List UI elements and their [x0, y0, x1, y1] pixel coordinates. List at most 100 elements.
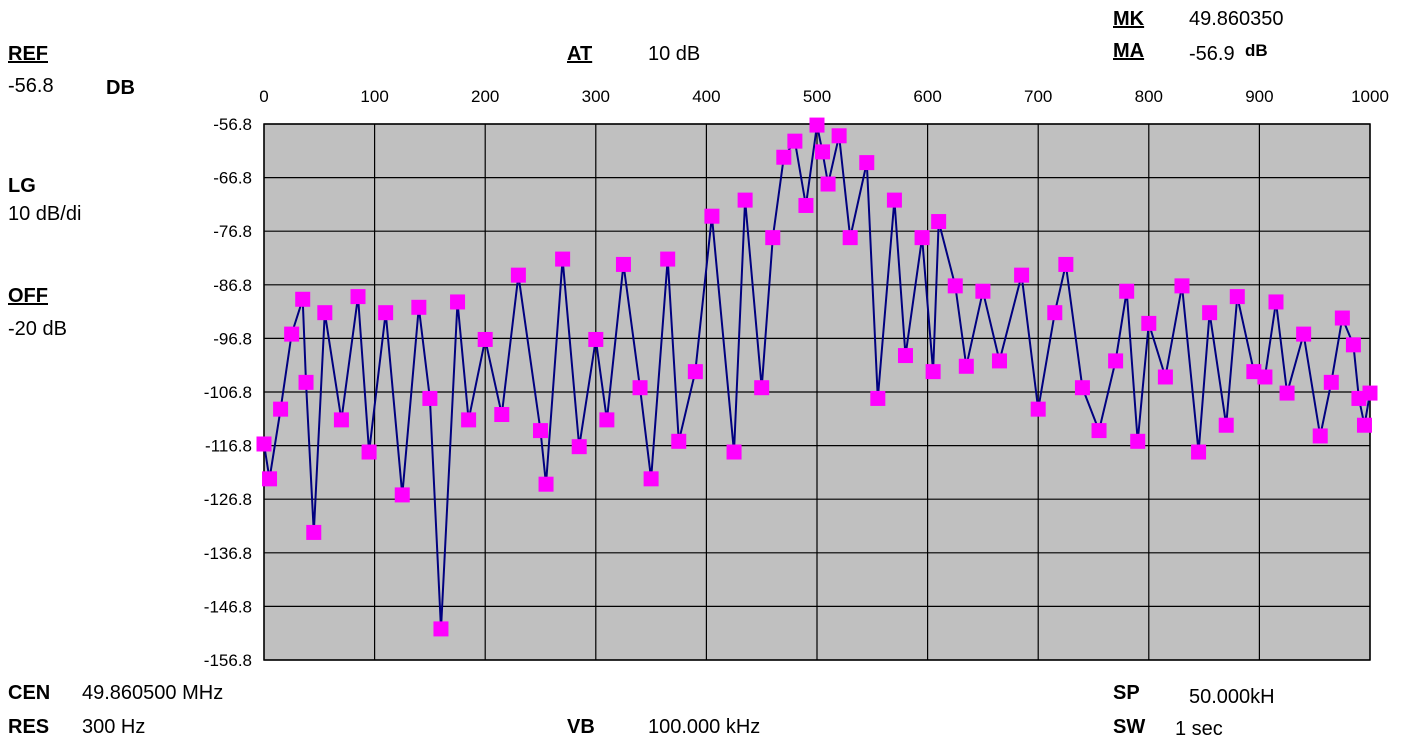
- trace-point: [914, 230, 930, 246]
- trace-point: [704, 208, 720, 224]
- ma-unit: dB: [1245, 41, 1268, 60]
- trace-point: [958, 358, 974, 374]
- trace-point: [1157, 369, 1173, 385]
- trace-point: [615, 256, 631, 272]
- trace-point: [1091, 423, 1107, 439]
- y-tick-label: -146.8: [204, 597, 252, 616]
- x-tick-label: 200: [471, 87, 499, 106]
- trace-point: [886, 192, 902, 208]
- lg-value: 10 dB/di: [8, 203, 82, 225]
- trace-point: [378, 305, 394, 321]
- sw-label: SW: [1113, 716, 1146, 738]
- ma-label: MA: [1113, 40, 1145, 62]
- trace-point: [1257, 369, 1273, 385]
- x-tick-label: 800: [1135, 87, 1163, 106]
- res-label: RES: [8, 716, 50, 738]
- y-tick-label: -156.8: [204, 651, 252, 670]
- y-tick-label: -106.8: [204, 383, 252, 402]
- trace-point: [1218, 417, 1234, 433]
- y-tick-label: -66.8: [213, 169, 252, 188]
- y-tick-label: -136.8: [204, 544, 252, 563]
- trace-point: [317, 305, 333, 321]
- trace-point: [687, 364, 703, 380]
- x-tick-label: 0: [259, 87, 268, 106]
- ref-unit: DB: [106, 77, 135, 99]
- trace-point: [1362, 385, 1378, 401]
- trace-point: [897, 348, 913, 364]
- trace-point: [1141, 315, 1157, 331]
- trace-point: [494, 407, 510, 423]
- trace-point: [588, 331, 604, 347]
- trace-point: [298, 374, 314, 390]
- trace-point: [1191, 444, 1207, 460]
- trace-point: [925, 364, 941, 380]
- trace-point: [422, 390, 438, 406]
- at-label: AT: [567, 43, 593, 65]
- trace-point: [1279, 385, 1295, 401]
- trace-point: [461, 412, 477, 428]
- trace-point: [256, 436, 272, 452]
- trace-point: [450, 294, 466, 310]
- trace-point: [1030, 401, 1046, 417]
- trace-point: [350, 289, 366, 305]
- res-value: 300 Hz: [82, 716, 146, 738]
- x-tick-label: 400: [692, 87, 720, 106]
- ref-label: REF: [8, 43, 48, 65]
- trace-point: [643, 471, 659, 487]
- trace-point: [776, 149, 792, 165]
- x-tick-label: 900: [1245, 87, 1273, 106]
- vb-value: 100.000 kHz: [648, 716, 761, 738]
- trace-point: [831, 128, 847, 144]
- cen-label: CEN: [8, 682, 51, 704]
- trace-point: [533, 423, 548, 439]
- trace-point: [754, 380, 770, 396]
- trace-point: [1202, 305, 1218, 321]
- trace-point: [1356, 417, 1372, 433]
- y-tick-label: -96.8: [213, 329, 252, 348]
- trace-point: [975, 283, 991, 299]
- trace-point: [361, 444, 377, 460]
- x-tick-label: 1000: [1351, 87, 1389, 106]
- trace-point: [1174, 278, 1190, 294]
- y-tick-labels: -56.8 -66.8 -76.8 -86.8 -96.8 -106.8 -116.8 -12…: [204, 115, 252, 670]
- trace-point: [787, 133, 803, 149]
- trace-point: [1334, 310, 1350, 326]
- trace-point: [477, 331, 493, 347]
- grid: [263, 123, 1371, 661]
- trace-point: [991, 353, 1007, 369]
- trace-point: [1345, 337, 1361, 353]
- ma-value: -56.9: [1189, 43, 1235, 65]
- mk-label: MK: [1113, 8, 1145, 30]
- ref-value: -56.8: [8, 75, 54, 97]
- trace-point: [947, 278, 963, 294]
- trace-point: [931, 214, 947, 230]
- trace-point: [842, 230, 858, 246]
- x-tick-label: 500: [803, 87, 831, 106]
- trace-point: [1296, 326, 1312, 342]
- trace-point: [765, 230, 781, 246]
- trace-point: [798, 197, 814, 213]
- trace-point: [809, 117, 825, 133]
- trace-point: [1047, 305, 1063, 321]
- trace-point: [333, 412, 349, 428]
- x-tick-label: 600: [913, 87, 941, 106]
- trace-point: [859, 155, 875, 171]
- trace-point: [284, 326, 300, 342]
- y-tick-label: -56.8: [213, 115, 252, 134]
- x-tick-label: 300: [582, 87, 610, 106]
- trace-point: [411, 299, 427, 315]
- sp-value: 50.000kH: [1189, 686, 1275, 708]
- y-tick-label: -116.8: [205, 437, 252, 456]
- trace-point: [1058, 256, 1074, 272]
- x-tick-label: 700: [1024, 87, 1052, 106]
- trace-point: [1119, 283, 1135, 299]
- trace-point: [433, 621, 449, 637]
- vb-label: VB: [567, 716, 595, 738]
- y-tick-label: -76.8: [213, 222, 252, 241]
- trace-point: [820, 176, 836, 192]
- trace-point: [660, 251, 676, 267]
- mk-value: 49.860350: [1189, 8, 1284, 30]
- y-tick-label: -86.8: [213, 276, 252, 295]
- trace-point: [510, 267, 526, 283]
